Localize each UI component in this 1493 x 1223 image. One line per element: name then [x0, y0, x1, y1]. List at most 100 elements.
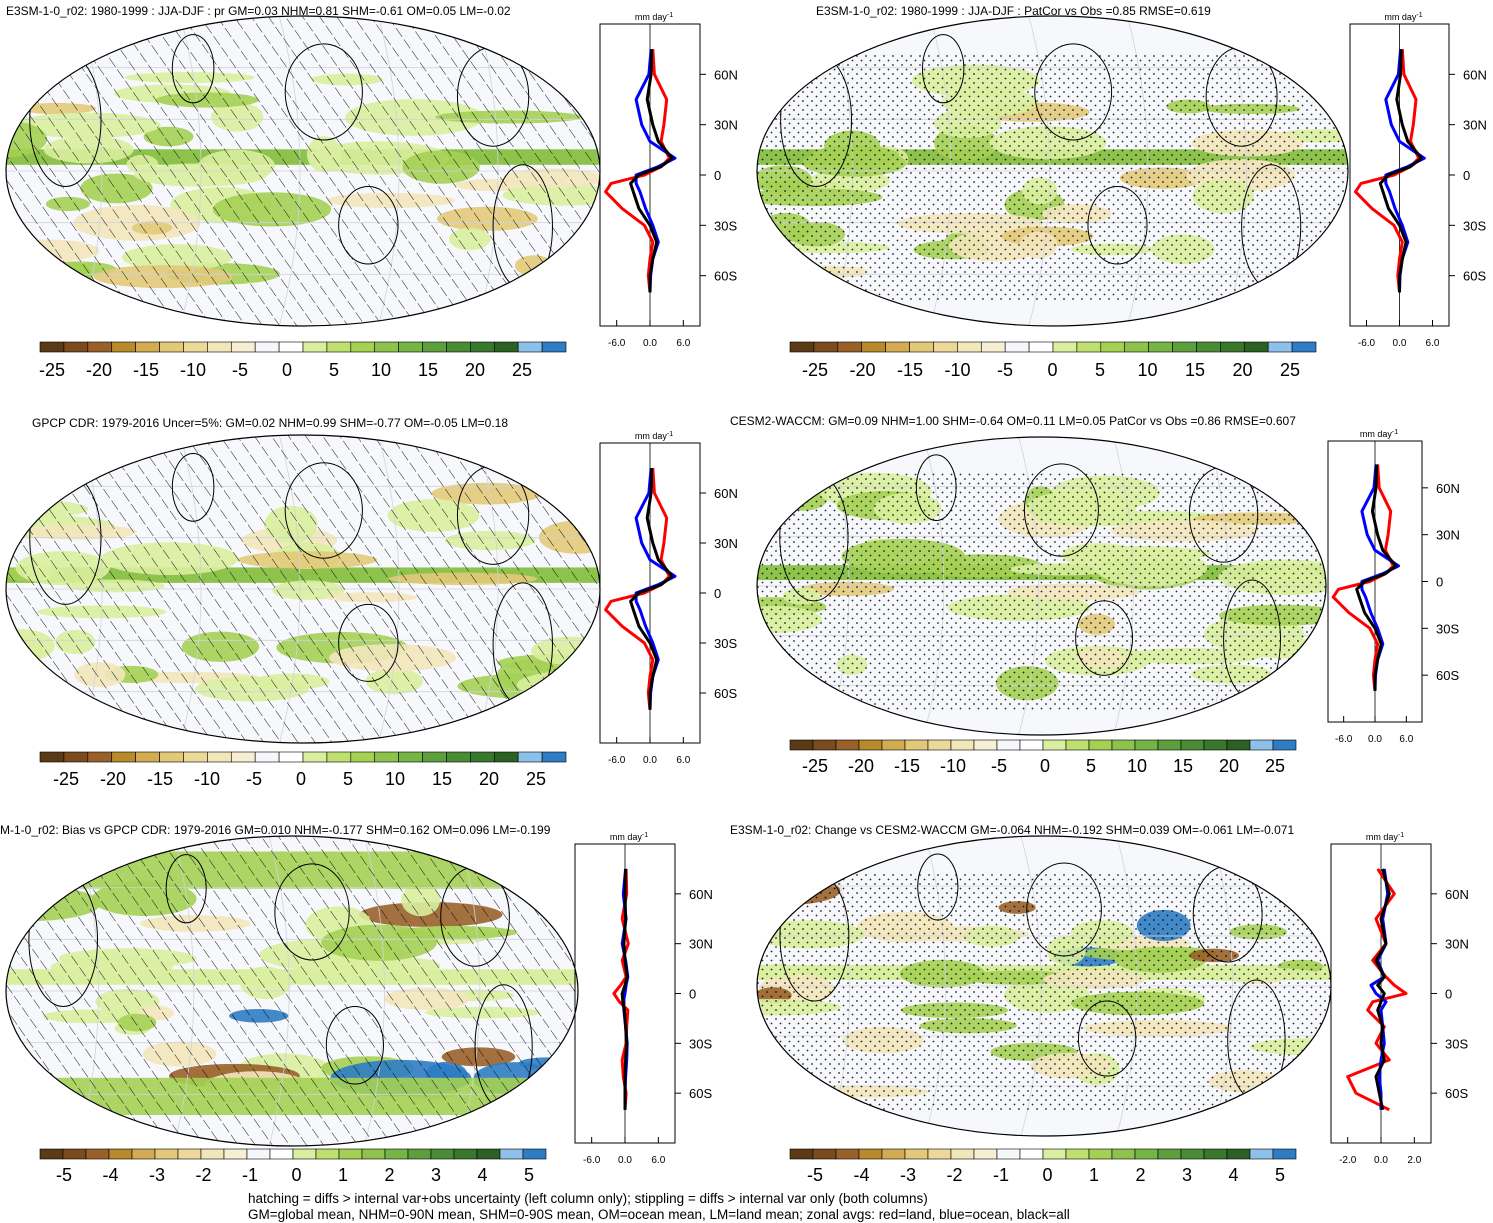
lat-label: 0	[1463, 168, 1470, 183]
colorbar-label: 0	[1042, 1165, 1052, 1185]
panel-6-title: E3SM-1-0_r02: Change vs CESM2-WACCM GM=-…	[730, 823, 1295, 837]
colorbar-box	[407, 1148, 432, 1160]
map-3	[6, 435, 600, 743]
x-tick-label: 6.0	[676, 338, 690, 349]
colorbar-box	[315, 1148, 340, 1160]
colorbar-box	[522, 1148, 547, 1160]
colorbar-box	[957, 341, 982, 353]
colorbar-label: 4	[477, 1165, 487, 1185]
colorbar-box	[63, 341, 89, 353]
map-6	[757, 836, 1331, 1136]
colorbar-box	[996, 1148, 1021, 1160]
colorbar-box	[1148, 341, 1173, 353]
colorbar-box	[904, 1148, 929, 1160]
lat-label: 0	[714, 586, 721, 601]
lat-label: 30N	[1436, 528, 1460, 543]
units-label: mm day-1	[635, 12, 673, 22]
colorbar-box	[904, 739, 929, 751]
colorbar-box	[1272, 1148, 1297, 1160]
colorbar-box	[398, 341, 423, 353]
colorbar-box	[858, 1148, 883, 1160]
x-tick-label: -6.0	[1335, 734, 1353, 745]
colorbar-box	[1111, 1148, 1136, 1160]
colorbar-box	[1111, 739, 1136, 751]
colorbar-label: -4	[853, 1165, 869, 1185]
colorbar-box	[269, 1148, 294, 1160]
lat-label: 30S	[1445, 1036, 1468, 1051]
colorbar-box	[950, 739, 975, 751]
colorbar-box	[177, 1148, 202, 1160]
colorbar-box	[62, 1148, 87, 1160]
x-tick-label: 0.0	[618, 1155, 632, 1166]
colorbar-label: -25	[802, 756, 828, 776]
colorbar-box	[1157, 739, 1182, 751]
colorbar-box	[422, 341, 447, 353]
lat-label: 30S	[1463, 218, 1486, 233]
colorbar-label: -1	[993, 1165, 1009, 1185]
colorbar-label: 15	[432, 769, 452, 789]
colorbar-label: 10	[1137, 360, 1157, 380]
colorbar-box	[1196, 341, 1221, 353]
panel-2-title: E3SM-1-0_r02: 1980-1999 : JJA-DJF : PatC…	[816, 4, 1211, 18]
stippling-overlay	[757, 872, 1331, 1112]
units-label: mm day-1	[1366, 832, 1404, 842]
colorbar-label: 15	[1173, 756, 1193, 776]
colorbar-label: -15	[894, 756, 920, 776]
colorbar-box	[135, 341, 160, 353]
lat-label: 0	[714, 168, 721, 183]
units-label: mm day-1	[610, 832, 648, 842]
colorbar-label: 3	[431, 1165, 441, 1185]
colorbar-1: -25 -20 -15 -10 -5 0 5 10 15 20 25	[39, 341, 567, 380]
colorbar-label: 0	[1040, 756, 1050, 776]
lat-label: 60S	[1445, 1086, 1468, 1101]
lat-label: 30S	[714, 218, 737, 233]
colorbar-label: -20	[86, 360, 112, 380]
colorbar-label: -3	[149, 1165, 165, 1185]
colorbar-label: -20	[100, 769, 126, 789]
colorbar-box	[135, 751, 160, 763]
x-tick-label: 0.0	[1374, 1155, 1388, 1166]
x-tick-label: -6.0	[608, 338, 626, 349]
colorbar-label: 4	[1228, 1165, 1238, 1185]
colorbar-box	[350, 751, 376, 763]
panel-1-title: E3SM-1-0_r02: 1980-1999 : JJA-DJF : pr G…	[6, 4, 511, 18]
precip-anomaly	[530, 1088, 578, 1106]
colorbar-box	[950, 1148, 975, 1160]
colorbar-label: 0	[296, 769, 306, 789]
colorbar-label: -4	[102, 1165, 118, 1185]
colorbar-box	[278, 751, 304, 763]
x-tick-label: 6.0	[1426, 338, 1440, 349]
map-4	[757, 437, 1326, 735]
colorbar-box	[1088, 1148, 1113, 1160]
colorbar-label: -1	[242, 1165, 258, 1185]
colorbar-box	[183, 341, 208, 353]
colorbar-box	[517, 341, 543, 353]
lat-label: 30N	[1463, 118, 1487, 133]
colorbar-box	[789, 1148, 814, 1160]
lat-label: 30N	[1445, 937, 1469, 952]
colorbar-box	[302, 751, 328, 763]
colorbar-4: -25 -20 -15 -10 -5 0 5 10 15 20 25	[789, 739, 1297, 776]
lat-label: 60N	[1445, 887, 1469, 902]
colorbar-box	[1134, 1148, 1159, 1160]
x-tick-label: 0.0	[643, 338, 657, 349]
x-tick-label: 6.0	[651, 1155, 665, 1166]
colorbar-label: 1	[338, 1165, 348, 1185]
colorbar-label: 10	[1127, 756, 1147, 776]
colorbar-box	[453, 1148, 478, 1160]
colorbar-box	[159, 751, 184, 763]
map-5	[6, 836, 578, 1146]
colorbar-label: 10	[371, 360, 391, 380]
colorbar-box	[470, 751, 495, 763]
units-label: mm day-1	[1384, 12, 1422, 22]
precip-anomaly	[559, 485, 600, 511]
colorbar-label: -15	[897, 360, 923, 380]
lat-label: 30N	[689, 937, 713, 952]
x-tick-label: -6.0	[583, 1155, 601, 1166]
colorbar-box	[1267, 341, 1293, 353]
colorbar-box	[384, 1148, 409, 1160]
hatching-overlay	[6, 836, 578, 1146]
zonal-series-all	[629, 49, 674, 293]
zonal-series-all	[1374, 868, 1391, 1111]
colorbar-box	[159, 341, 184, 353]
